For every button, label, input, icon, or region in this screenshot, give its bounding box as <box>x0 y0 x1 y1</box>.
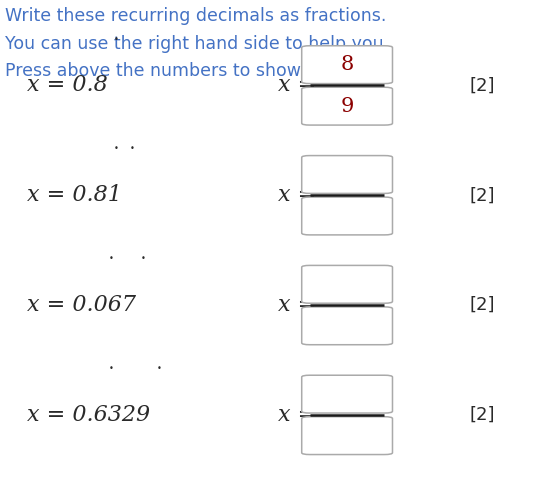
Text: •: • <box>140 254 146 263</box>
Text: •: • <box>114 35 119 43</box>
Text: [2]: [2] <box>470 77 496 94</box>
FancyBboxPatch shape <box>302 46 392 83</box>
Text: •: • <box>114 145 119 153</box>
Text: x =: x = <box>278 404 316 426</box>
Text: •: • <box>156 364 162 373</box>
Text: •: • <box>130 145 135 153</box>
Text: [2]: [2] <box>470 296 496 314</box>
Text: 8: 8 <box>341 55 354 74</box>
FancyBboxPatch shape <box>302 417 392 455</box>
Text: x = 0.8: x = 0.8 <box>27 74 107 96</box>
FancyBboxPatch shape <box>302 197 392 235</box>
Text: •: • <box>108 254 114 263</box>
Text: •: • <box>108 364 114 373</box>
FancyBboxPatch shape <box>302 87 392 125</box>
FancyBboxPatch shape <box>302 307 392 345</box>
Text: [2]: [2] <box>470 186 496 204</box>
Text: You can use the right hand side to help you: You can use the right hand side to help … <box>5 35 384 53</box>
Text: 9: 9 <box>340 97 354 116</box>
Text: x = 0.6329: x = 0.6329 <box>27 404 150 426</box>
Text: x = 0.81: x = 0.81 <box>27 184 122 206</box>
FancyBboxPatch shape <box>302 266 392 303</box>
Text: Press above the numbers to show or hide a: Press above the numbers to show or hide … <box>5 62 384 80</box>
Text: x =: x = <box>278 74 316 96</box>
Text: x =: x = <box>278 294 316 316</box>
Text: Write these recurring decimals as fractions.: Write these recurring decimals as fracti… <box>5 7 387 25</box>
Text: x =: x = <box>278 184 316 206</box>
FancyBboxPatch shape <box>302 375 392 413</box>
Text: [2]: [2] <box>470 406 496 424</box>
Text: x = 0.067: x = 0.067 <box>27 294 136 316</box>
FancyBboxPatch shape <box>302 156 392 193</box>
